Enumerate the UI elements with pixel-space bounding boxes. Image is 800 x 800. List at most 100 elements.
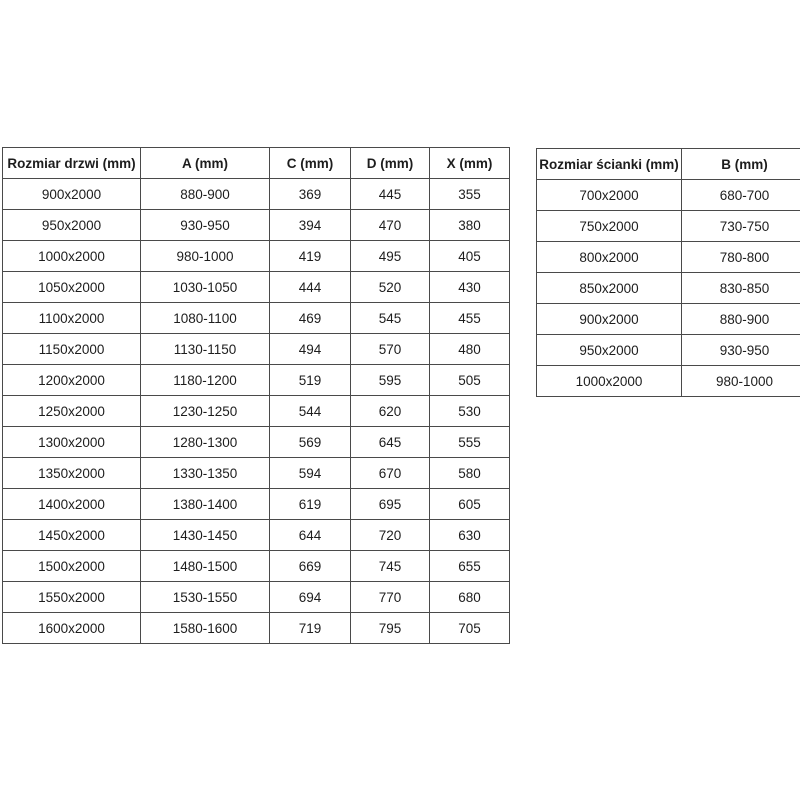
table-cell: 619 <box>269 488 351 520</box>
table-cell: 695 <box>350 488 430 520</box>
table-cell: 430 <box>429 271 510 303</box>
table-cell: 594 <box>269 457 351 489</box>
table-row: 1050x2000 1030-1050 444 520 430 <box>2 271 510 303</box>
door-sizes-table: Rozmiar drzwi (mm) A (mm) C (mm) D (mm) X (m… <box>2 147 510 644</box>
table-cell: 1350x2000 <box>2 457 141 489</box>
table-cell: 595 <box>350 364 430 396</box>
table-row: 950x2000 930-950 394 470 380 <box>2 209 510 241</box>
table-cell: 770 <box>350 581 430 613</box>
table-cell: 519 <box>269 364 351 396</box>
header-row: Rozmiar drzwi (mm) A (mm) C (mm) D (mm) X (m… <box>2 147 510 179</box>
table-row: 1400x2000 1380-1400 619 695 605 <box>2 488 510 520</box>
table-row: 750x2000 730-750 <box>536 210 800 242</box>
table-cell: 369 <box>269 178 351 210</box>
table-cell: 630 <box>429 519 510 551</box>
table-cell: 730-750 <box>681 210 800 242</box>
table-row: 1000x2000 980-1000 <box>536 365 800 397</box>
table-cell: 930-950 <box>140 209 270 241</box>
table-cell: 669 <box>269 550 351 582</box>
table-cell: 580 <box>429 457 510 489</box>
table-cell: 569 <box>269 426 351 458</box>
table-cell: 544 <box>269 395 351 427</box>
table-cell: 780-800 <box>681 241 800 273</box>
table-cell: 605 <box>429 488 510 520</box>
table-cell: 1030-1050 <box>140 271 270 303</box>
table-cell: 494 <box>269 333 351 365</box>
table-cell: 680 <box>429 581 510 613</box>
table-cell: 700x2000 <box>536 179 682 211</box>
table-cell: 750x2000 <box>536 210 682 242</box>
column-header: B (mm) <box>681 148 800 180</box>
table-cell: 1100x2000 <box>2 302 141 334</box>
table-cell: 645 <box>350 426 430 458</box>
table-cell: 1300x2000 <box>2 426 141 458</box>
table-row: 1300x2000 1280-1300 569 645 555 <box>2 426 510 458</box>
table-cell: 880-900 <box>140 178 270 210</box>
table-cell: 455 <box>429 302 510 334</box>
table-cell: 1600x2000 <box>2 612 141 644</box>
table-row: 1350x2000 1330-1350 594 670 580 <box>2 457 510 489</box>
table-cell: 950x2000 <box>536 334 682 366</box>
table-row: 700x2000 680-700 <box>536 179 800 211</box>
table-cell: 1450x2000 <box>2 519 141 551</box>
table-cell: 445 <box>350 178 430 210</box>
table-row: 1450x2000 1430-1450 644 720 630 <box>2 519 510 551</box>
table-cell: 520 <box>350 271 430 303</box>
table-cell: 830-850 <box>681 272 800 304</box>
table-row: 1250x2000 1230-1250 544 620 530 <box>2 395 510 427</box>
table-row: 1100x2000 1080-1100 469 545 455 <box>2 302 510 334</box>
table-row: 1600x2000 1580-1600 719 795 705 <box>2 612 510 644</box>
table-cell: 405 <box>429 240 510 272</box>
table-cell: 1150x2000 <box>2 333 141 365</box>
table-cell: 1050x2000 <box>2 271 141 303</box>
table-cell: 1580-1600 <box>140 612 270 644</box>
table-cell: 1500x2000 <box>2 550 141 582</box>
table-cell: 480 <box>429 333 510 365</box>
table-cell: 394 <box>269 209 351 241</box>
table-row: 800x2000 780-800 <box>536 241 800 273</box>
table-cell: 655 <box>429 550 510 582</box>
table-row: 850x2000 830-850 <box>536 272 800 304</box>
table-cell: 545 <box>350 302 430 334</box>
table-row: 900x2000 880-900 <box>536 303 800 335</box>
table-cell: 1000x2000 <box>536 365 682 397</box>
table-row: 1000x2000 980-1000 419 495 405 <box>2 240 510 272</box>
table-row: 1150x2000 1130-1150 494 570 480 <box>2 333 510 365</box>
table-cell: 644 <box>269 519 351 551</box>
table-cell: 719 <box>269 612 351 644</box>
table-cell: 1480-1500 <box>140 550 270 582</box>
table-cell: 444 <box>269 271 351 303</box>
column-header: Rozmiar ścianki (mm) <box>536 148 682 180</box>
table-cell: 470 <box>350 209 430 241</box>
table-cell: 570 <box>350 333 430 365</box>
table-row: 900x2000 880-900 369 445 355 <box>2 178 510 210</box>
wall-panel-sizes-table: Rozmiar ścianki (mm) B (mm) 700x2000 680-70… <box>536 148 800 397</box>
table-cell: 1230-1250 <box>140 395 270 427</box>
header-row: Rozmiar ścianki (mm) B (mm) <box>536 148 800 180</box>
table-cell: 880-900 <box>681 303 800 335</box>
table-cell: 1530-1550 <box>140 581 270 613</box>
column-header: X (mm) <box>429 147 510 179</box>
table-cell: 900x2000 <box>2 178 141 210</box>
table-cell: 620 <box>350 395 430 427</box>
table-cell: 930-950 <box>681 334 800 366</box>
table-cell: 680-700 <box>681 179 800 211</box>
table-row: 1500x2000 1480-1500 669 745 655 <box>2 550 510 582</box>
table-row: 950x2000 930-950 <box>536 334 800 366</box>
table-cell: 1280-1300 <box>140 426 270 458</box>
table-cell: 900x2000 <box>536 303 682 335</box>
table-cell: 980-1000 <box>681 365 800 397</box>
table-cell: 1400x2000 <box>2 488 141 520</box>
table-cell: 850x2000 <box>536 272 682 304</box>
table-cell: 1430-1450 <box>140 519 270 551</box>
column-header: C (mm) <box>269 147 351 179</box>
table-cell: 505 <box>429 364 510 396</box>
column-header: A (mm) <box>140 147 270 179</box>
table-cell: 720 <box>350 519 430 551</box>
table-cell: 1000x2000 <box>2 240 141 272</box>
table-cell: 800x2000 <box>536 241 682 273</box>
table-cell: 469 <box>269 302 351 334</box>
table-cell: 1180-1200 <box>140 364 270 396</box>
table-cell: 670 <box>350 457 430 489</box>
